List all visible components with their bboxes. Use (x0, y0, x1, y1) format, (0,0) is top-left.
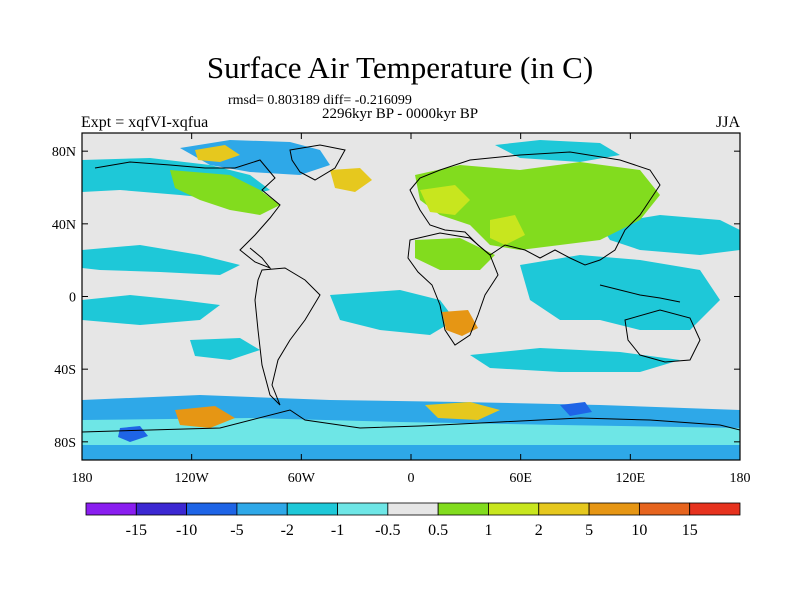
colorbar-swatch (538, 502, 590, 516)
x-tick-label: 60W (288, 471, 316, 486)
y-tick-label: 40N (52, 218, 76, 233)
colorbar-swatch (85, 502, 137, 516)
colorbar-label: 0.5 (428, 522, 448, 539)
x-tick-label: 180 (72, 471, 93, 486)
eurasia-coast (409, 151, 661, 266)
southern-africa-warm (442, 310, 478, 336)
antarctica-coast (82, 409, 740, 433)
x-tick-label: 60E (509, 471, 532, 486)
southern-ocean-light-band (82, 418, 740, 445)
southern-ocean-warm-patch (175, 406, 235, 428)
indonesia-coast (599, 284, 681, 303)
siberia-cool (495, 140, 620, 162)
colorbar-label: -1 (331, 522, 344, 539)
plot-title: Surface Air Temperature (in C) (206, 50, 594, 85)
colorbar-label: 2 (535, 522, 543, 539)
colorbar-swatch (689, 502, 741, 516)
antarctic-dark-spot-2 (560, 402, 592, 416)
y-axis: 80N 40N 0 40S 80S (52, 145, 740, 451)
africa-coast (407, 232, 499, 346)
colorbar-swatch (286, 502, 338, 516)
colorbar-label: -10 (176, 522, 197, 539)
coastlines (82, 144, 740, 433)
colorbar-swatch (337, 502, 389, 516)
x-tick-label: 180 (730, 471, 751, 486)
south-atlantic-cool (330, 290, 455, 335)
eurasia-warm-region (415, 162, 660, 250)
south-pacific-cool (190, 338, 260, 360)
colorbar: -15 -10 -5 -2 -1 -0.5 0.5 1 2 5 10 15 (85, 502, 741, 539)
south-america-coast (254, 267, 321, 406)
experiment-label: Expt = xqfVI-xqfua (81, 114, 209, 131)
colorbar-label: 10 (631, 522, 647, 539)
x-tick-label: 0 (408, 471, 415, 486)
colorbar-swatch (186, 502, 238, 516)
x-axis: 180 120W 60W 0 60E 120E 180 (72, 133, 751, 486)
y-tick-label: 0 (69, 291, 76, 306)
colorbar-swatch (135, 502, 188, 516)
colorbar-label: -15 (126, 522, 147, 539)
colorbar-swatch (588, 502, 640, 516)
colorbar-swatch (387, 502, 439, 516)
x-tick-label: 120W (175, 471, 210, 486)
pacific-cool-band (82, 295, 220, 325)
sahara-warm (415, 238, 495, 270)
north-america-warm (170, 170, 280, 215)
north-pacific-cool-band (600, 215, 740, 255)
australia-coast (624, 309, 701, 363)
south-indian-cool (470, 348, 680, 372)
colorbar-swatch (488, 502, 540, 516)
north-atlantic-warm (330, 168, 372, 192)
colorbar-label: 15 (682, 522, 698, 539)
stats-subtitle: rmsd= 0.803189 diff= -0.216099 (228, 93, 412, 108)
north-america-coast (94, 159, 281, 270)
east-pacific-cool-band (82, 245, 240, 275)
colorbar-swatch (437, 502, 489, 516)
period-subtitle: 2296kyr BP - 0000kyr BP (322, 106, 479, 122)
y-tick-label: 80S (54, 436, 76, 451)
x-tick-label: 120E (616, 471, 646, 486)
indian-ocean-cool (520, 255, 720, 330)
arctic-warm-patch (195, 145, 240, 162)
colorbar-label: -5 (230, 522, 243, 539)
greenland-coast (289, 144, 346, 181)
colorbar-label: 5 (585, 522, 593, 539)
y-tick-label: 40S (54, 363, 76, 378)
colorbar-swatch (236, 502, 288, 516)
colorbar-label: 1 (484, 522, 492, 539)
europe-yellow-patch (420, 185, 470, 215)
southern-ocean-warm-patch-2 (425, 402, 500, 420)
colorbar-label: -2 (281, 522, 294, 539)
central-asia-yellow (490, 215, 525, 245)
colorbar-label: -0.5 (375, 522, 400, 539)
y-tick-label: 80N (52, 145, 76, 160)
season-label: JJA (716, 114, 741, 131)
colorbar-swatch (638, 502, 691, 516)
